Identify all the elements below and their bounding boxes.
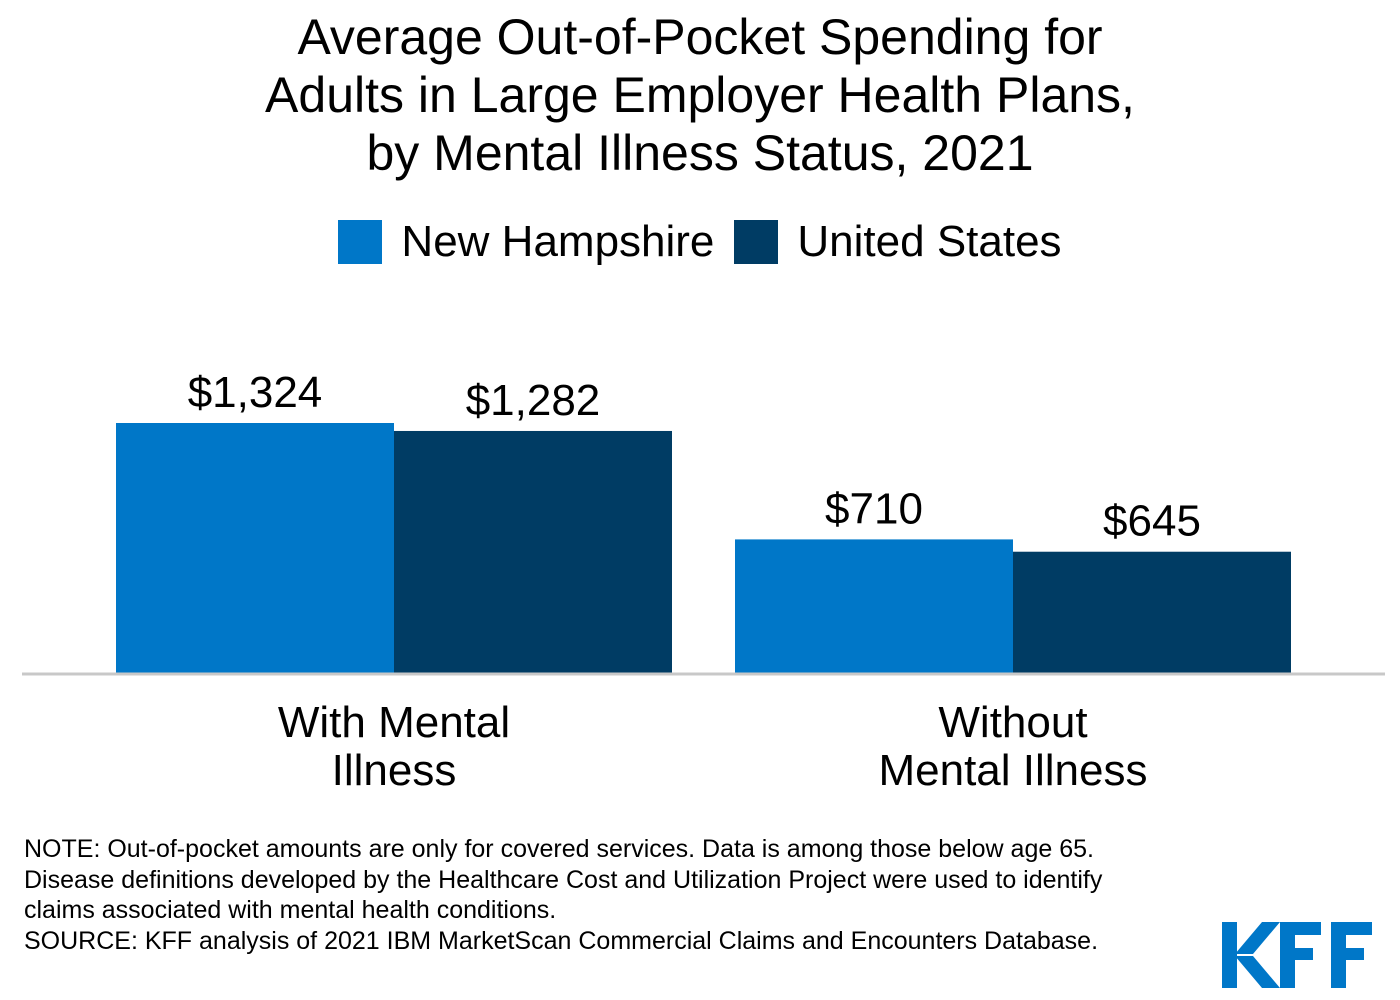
chart-legend: New Hampshire United States (0, 216, 1400, 268)
legend-swatch-united-states (734, 220, 779, 264)
legend-item-new-hampshire: New Hampshire (338, 216, 714, 268)
note-text: NOTE: Out-of-pocket amounts are only for… (24, 835, 1103, 924)
legend-label-new-hampshire: New Hampshire (401, 217, 715, 266)
category-label-without-mental-illness: Without Mental Illness (878, 698, 1147, 795)
legend-item-united-states: United States (734, 216, 1062, 268)
bar-united-states-without-mental-illness (1013, 551, 1291, 674)
chart-title-line: Average Out-of-Pocket Spending for (297, 9, 1103, 65)
data-label-new-hampshire-without-mental-illness: $710 (825, 484, 923, 533)
category-label-with-mental-illness: With Mental Illness (278, 698, 510, 795)
kff-logo (1222, 922, 1372, 988)
data-label-united-states-without-mental-illness: $645 (1103, 497, 1201, 546)
source-text: SOURCE: KFF analysis of 2021 IBM MarketS… (24, 926, 1099, 955)
chart-title-line: by Mental Illness Status, 2021 (366, 125, 1034, 181)
x-axis-category-labels: With Mental Illness Without Mental Illness (278, 698, 1148, 795)
bar-united-states-with-mental-illness (394, 430, 672, 674)
chart-notes: NOTE: Out-of-pocket amounts are only for… (24, 834, 1164, 956)
legend-swatch-new-hampshire (338, 220, 383, 264)
data-label-new-hampshire-with-mental-illness: $1,324 (188, 368, 323, 417)
chart-title-line: Adults in Large Employer Health Plans, (265, 67, 1135, 123)
kff-logo-glyphs (1222, 922, 1372, 988)
bar-new-hampshire-without-mental-illness (735, 539, 1013, 674)
bar-group (116, 423, 1291, 674)
data-label-united-states-with-mental-illness: $1,282 (466, 376, 601, 425)
data-label-group: $1,324 $1,282 $710 $645 (188, 368, 1201, 546)
chart-title: Average Out-of-Pocket Spending for Adult… (0, 8, 1400, 182)
bar-new-hampshire-with-mental-illness (116, 423, 394, 674)
legend-label-united-states: United States (797, 217, 1062, 266)
